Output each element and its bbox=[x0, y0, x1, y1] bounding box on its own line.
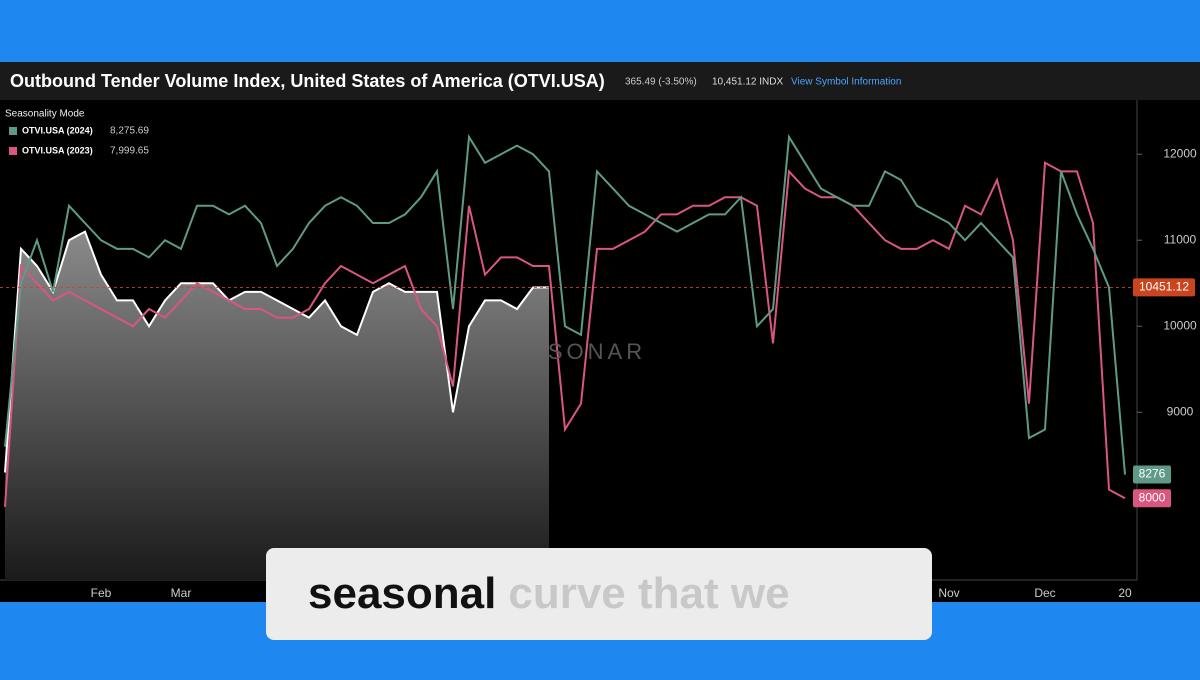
link[interactable]: View Symbol Information bbox=[791, 77, 901, 88]
y-tick-label: 9000 bbox=[1167, 404, 1194, 418]
legend-swatch bbox=[9, 127, 17, 135]
y-tick-label: 12000 bbox=[1163, 146, 1197, 160]
end-tag-label: 8000 bbox=[1139, 490, 1166, 504]
price-tag bbox=[1133, 278, 1195, 297]
price: 10,451.12 INDX bbox=[712, 77, 783, 88]
line bbox=[4, 161, 1126, 507]
x-tick-label: Feb bbox=[91, 586, 112, 600]
y-tick-label: 11000 bbox=[1164, 232, 1197, 246]
caption-box bbox=[266, 548, 932, 640]
y-tick-label: 10000 bbox=[1163, 318, 1197, 332]
plot: 9000 10000 11000 12000 Feb Mar Nov Dec 20 10451.1… bbox=[0, 133, 1197, 600]
header-bar bbox=[0, 62, 1200, 100]
change: 365.49 (-3.50%) bbox=[625, 77, 697, 88]
legend-title: Seasonality Mode bbox=[5, 109, 85, 120]
legend-value: 8,275.69 bbox=[110, 126, 149, 137]
caption-spoken: seasonal bbox=[308, 569, 496, 618]
watermark: SONAR bbox=[548, 339, 646, 364]
line bbox=[4, 230, 550, 473]
end-tag bbox=[1133, 465, 1171, 484]
legend-value: 7,999.65 bbox=[110, 146, 149, 157]
legend-label: OTVI.USA (2023) bbox=[22, 145, 93, 155]
legend-label: OTVI.USA (2024) bbox=[22, 125, 93, 135]
end-tag-label: 8276 bbox=[1139, 467, 1166, 481]
price-tag-label: 10451.12 bbox=[1139, 280, 1189, 294]
x-tick-label: Mar bbox=[171, 586, 192, 600]
x-tick-label: 20 bbox=[1118, 586, 1132, 600]
x-tick-label: Nov bbox=[938, 586, 959, 600]
legend-swatch bbox=[9, 147, 17, 155]
caption-upcoming: curve that we bbox=[508, 569, 789, 618]
caption: seasonal curve that we bbox=[308, 569, 790, 618]
x-tick-label: Dec bbox=[1034, 586, 1055, 600]
title: Outbound Tender Volume Index, United Sta… bbox=[10, 71, 605, 91]
line bbox=[4, 133, 1126, 475]
end-tag bbox=[1133, 489, 1171, 508]
